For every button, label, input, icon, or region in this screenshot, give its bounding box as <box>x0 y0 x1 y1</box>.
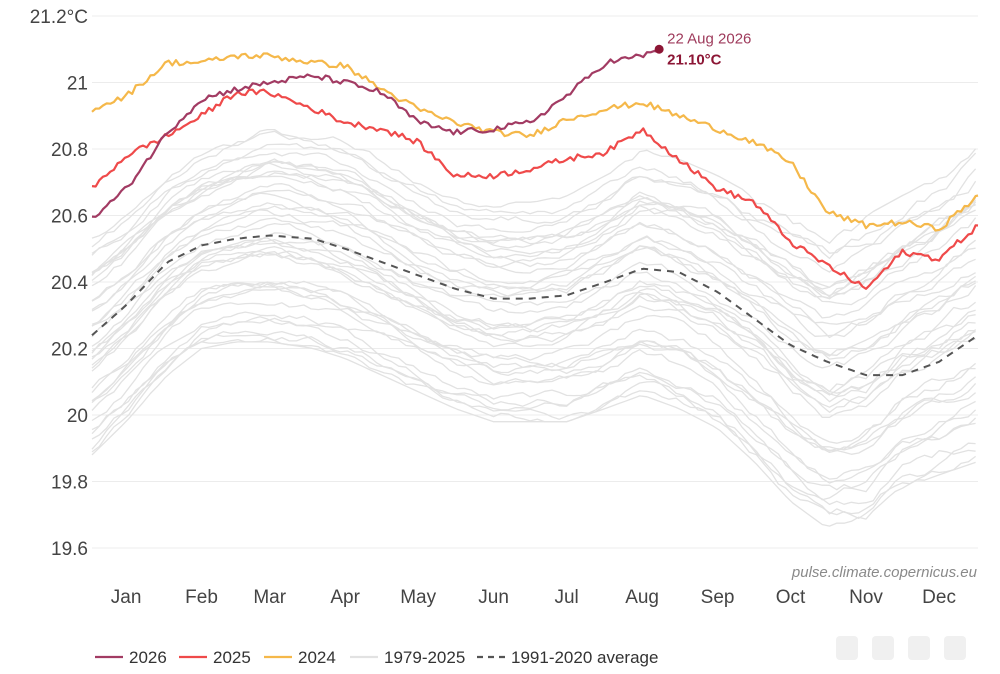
legend-label: 1979-2025 <box>384 648 465 667</box>
legend-label: 1991-2020 average <box>511 648 658 667</box>
x-tick-label: Jun <box>478 587 509 608</box>
history-year-line <box>91 192 976 339</box>
toolbar-icon-2[interactable] <box>872 636 894 660</box>
history-year-line <box>91 251 976 408</box>
history-year-line <box>91 160 977 290</box>
history-lines-1979-2025 <box>91 128 977 527</box>
legend: 2026 2025 2024 1979-2025 1991-2020 average <box>95 648 658 667</box>
history-year-line <box>91 250 976 413</box>
toolbar-icons <box>836 636 966 660</box>
y-tick-label: 19.6 <box>51 539 88 560</box>
series-line-2026[interactable] <box>91 48 661 218</box>
history-year-line <box>91 238 976 394</box>
x-tick-label: Aug <box>625 587 659 608</box>
x-tick-label: Feb <box>185 587 218 608</box>
legend-item[interactable]: 2025 <box>179 648 251 667</box>
x-tick-label: Apr <box>330 587 360 608</box>
y-tick-label: 20.4 <box>51 273 88 294</box>
history-year-line <box>91 189 976 319</box>
y-tick-label: 20.6 <box>51 207 88 228</box>
history-year-line <box>91 250 976 403</box>
history-year-line <box>91 330 976 515</box>
legend-item[interactable]: 1991-2020 average <box>477 648 658 667</box>
toolbar-icon-1[interactable] <box>836 636 858 660</box>
x-tick-label: Oct <box>776 587 806 608</box>
y-tick-label: 21 <box>67 74 88 95</box>
history-year-line <box>91 281 977 444</box>
history-year-line <box>91 280 976 450</box>
history-year-line <box>91 337 976 520</box>
history-year-line <box>91 341 976 527</box>
y-tick-label: 19.8 <box>51 473 88 494</box>
x-tick-label: Mar <box>253 587 286 608</box>
y-tick-label: 20.2 <box>51 340 88 361</box>
series-line-1991-2020-average[interactable] <box>91 234 979 377</box>
history-year-line <box>91 286 977 452</box>
y-tick-label: 20 <box>67 406 88 427</box>
history-year-line <box>91 205 977 360</box>
history-year-line <box>91 316 977 501</box>
history-year-line <box>91 202 976 338</box>
x-tick-label: Dec <box>922 587 956 608</box>
history-year-line <box>91 175 977 306</box>
history-year-line <box>91 311 977 480</box>
annotation-date: 22 Aug 2026 <box>667 30 751 47</box>
history-year-line <box>91 172 976 300</box>
history-year-line <box>91 128 977 260</box>
history-year-line <box>91 237 976 396</box>
series-line-2024[interactable] <box>91 52 979 232</box>
x-tick-label: Sep <box>701 587 735 608</box>
history-year-line <box>91 170 976 298</box>
legend-item[interactable]: 1979-2025 <box>350 648 465 667</box>
x-axis-ticks: Jan Feb Mar Apr May Jun Jul Aug Sep Oct Nov Dec <box>111 587 956 608</box>
legend-label: 2024 <box>298 648 336 667</box>
legend-item[interactable]: 2024 <box>264 648 336 667</box>
y-axis-ticks: 21.2°C 21 20.8 20.6 20.4 20.2 20 19.8 19.6 <box>30 7 89 560</box>
history-year-line <box>91 152 977 273</box>
toolbar-icon-4[interactable] <box>944 636 966 660</box>
history-year-line <box>91 246 977 418</box>
latest-point-marker[interactable] <box>654 44 664 54</box>
history-year-line <box>91 282 977 454</box>
history-year-line <box>91 209 976 357</box>
series-lines <box>91 48 979 377</box>
latest-value-annotation: 22 Aug 2026 21.10°C <box>654 30 751 68</box>
x-tick-label: Jul <box>554 587 578 608</box>
history-year-line <box>91 142 977 254</box>
x-tick-label: Nov <box>849 587 883 608</box>
history-year-line <box>91 183 976 325</box>
history-year-line <box>91 334 976 506</box>
annotation-value: 21.10°C <box>667 51 722 68</box>
history-year-line <box>91 222 976 369</box>
legend-label: 2025 <box>213 648 251 667</box>
history-year-line <box>91 240 976 397</box>
x-tick-label: May <box>400 587 436 608</box>
series-line-2025[interactable] <box>91 88 979 290</box>
x-tick-label: Jan <box>111 587 142 608</box>
history-year-line <box>91 217 976 356</box>
toolbar-icon-3[interactable] <box>908 636 930 660</box>
y-tick-label: 20.8 <box>51 140 88 161</box>
source-credit[interactable]: pulse.climate.copernicus.eu <box>791 564 978 581</box>
legend-label: 2026 <box>129 648 167 667</box>
history-year-line <box>91 158 976 297</box>
y-tick-label: 21.2°C <box>30 7 88 28</box>
history-year-line <box>91 232 977 393</box>
legend-item[interactable]: 2026 <box>95 648 167 667</box>
history-year-line <box>91 130 977 244</box>
